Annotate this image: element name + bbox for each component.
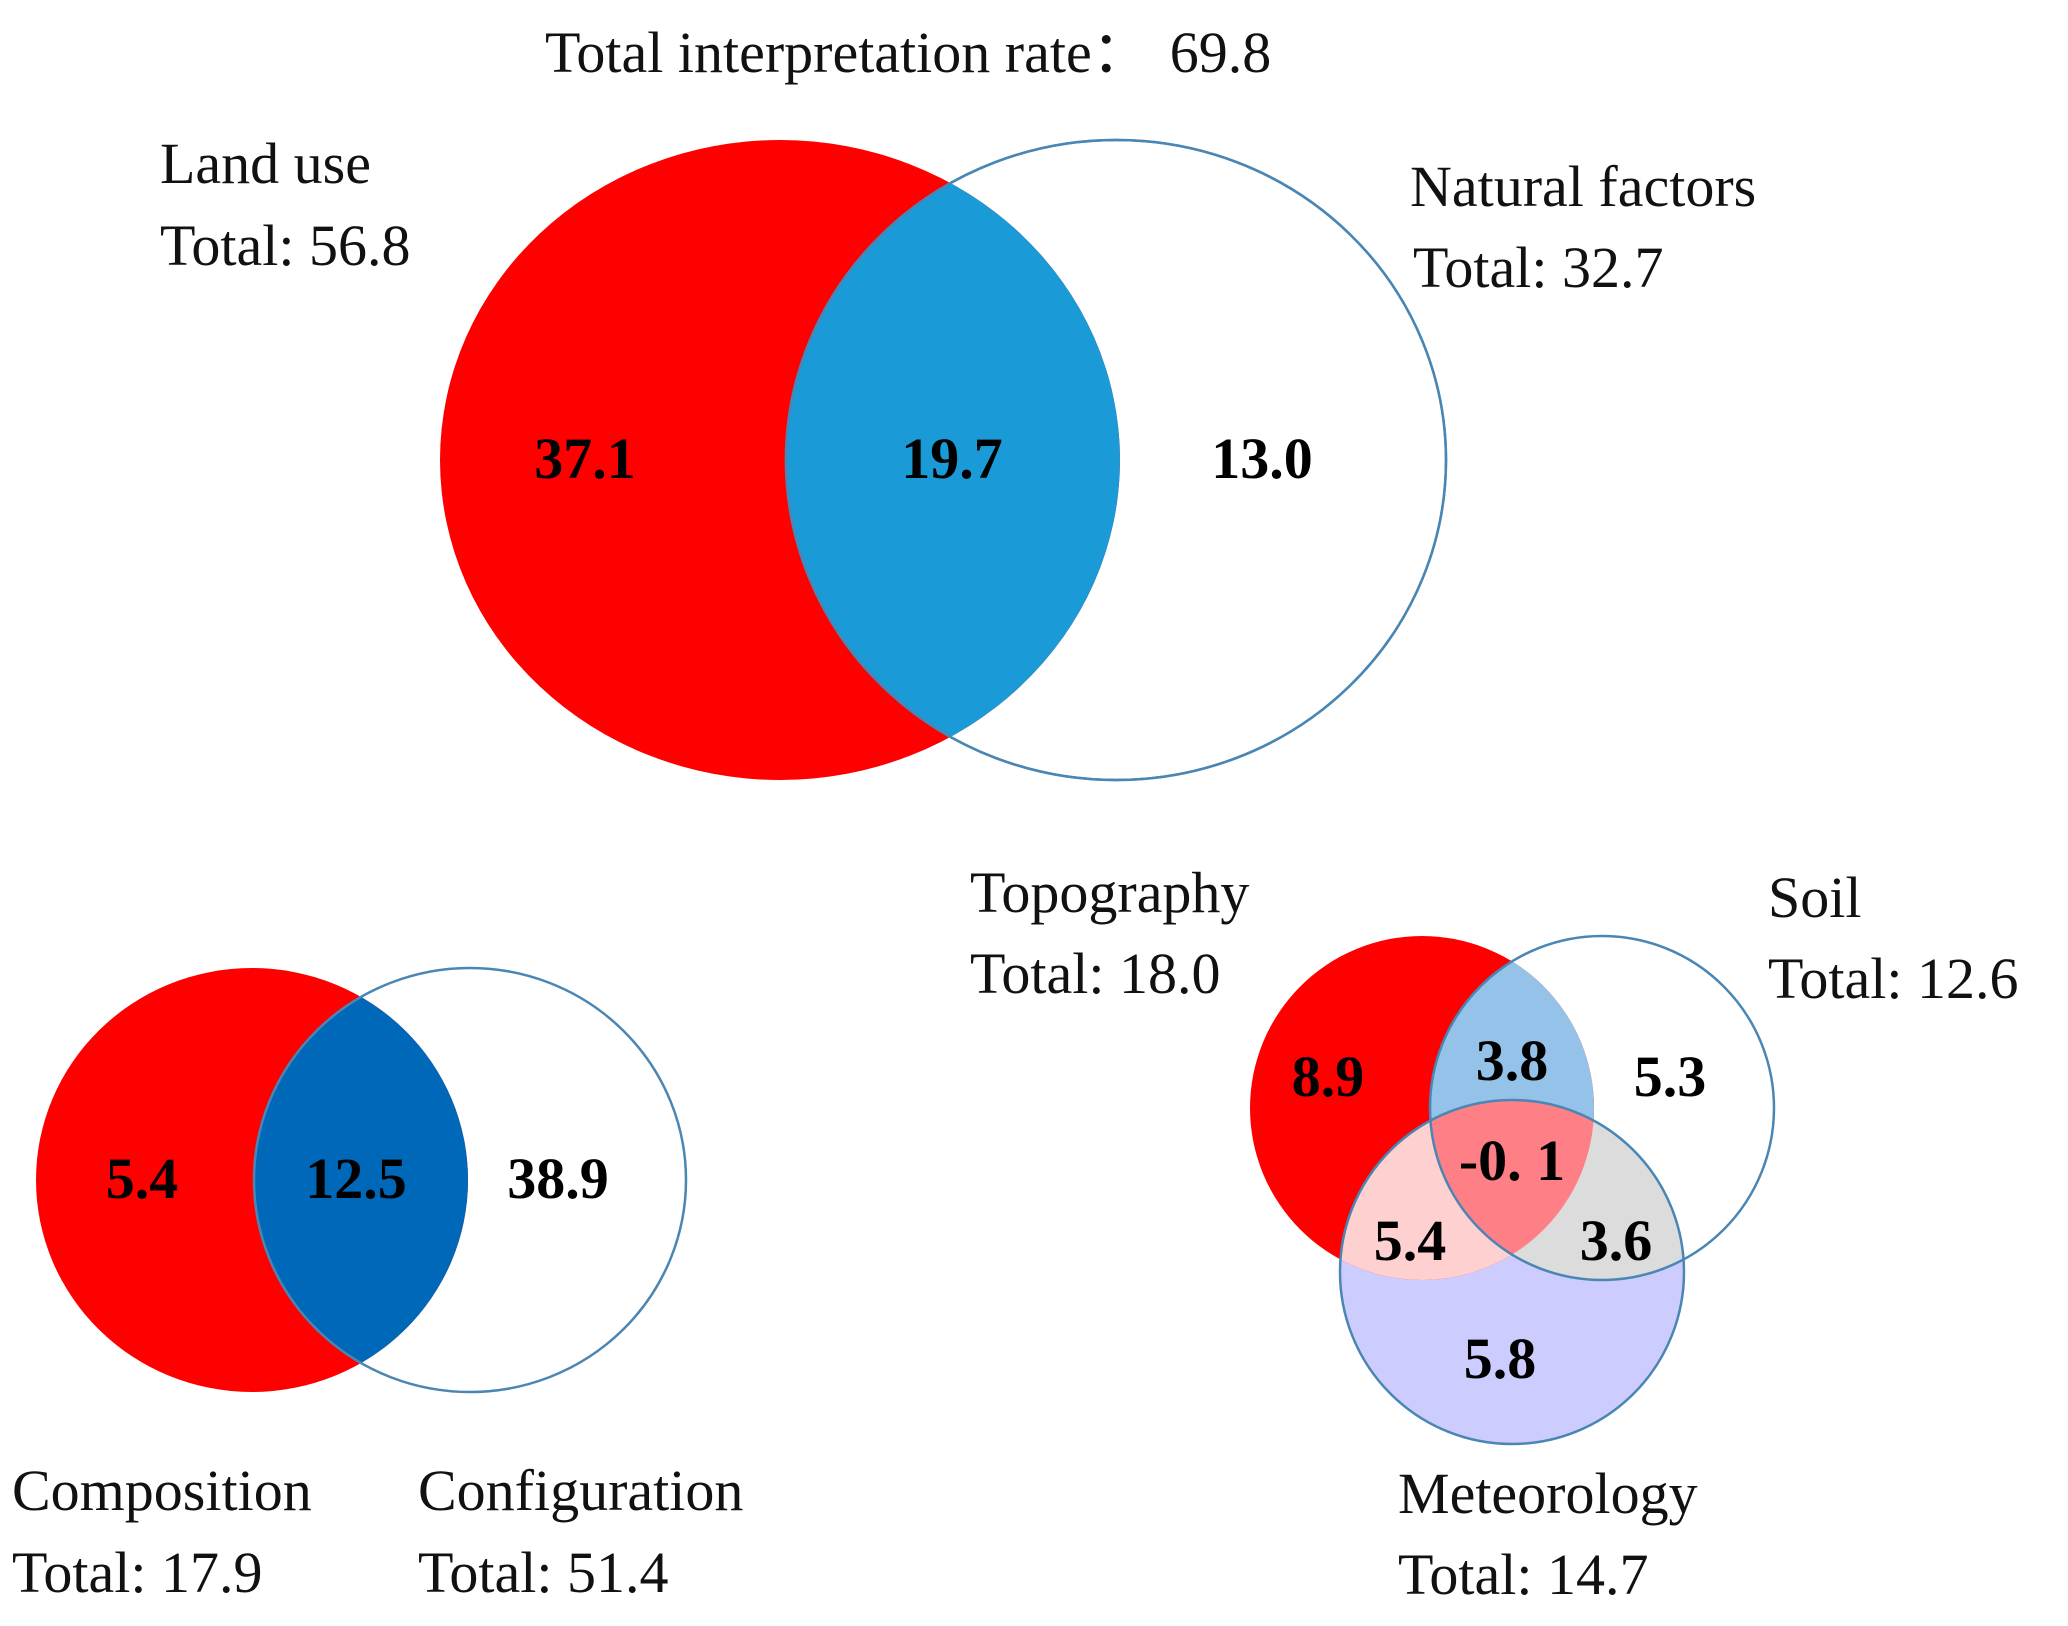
natural-factors-outline (784, 138, 1448, 782)
configuration-only-value: 38.9 (507, 1146, 609, 1211)
meteorology-total: Total: 14.7 (1398, 1542, 1648, 1607)
natural-factors-total: Total: 32.7 (1413, 235, 1663, 300)
configuration-label: Configuration (418, 1458, 743, 1523)
meteorology-label: Meteorology (1398, 1461, 1698, 1526)
soil-total: Total: 12.6 (1768, 946, 2018, 1011)
meteorology-outline (1338, 1098, 1686, 1446)
topography-total: Total: 18.0 (970, 941, 1220, 1006)
topography-label: Topography (970, 860, 1249, 925)
title-value: 69.8 (1170, 20, 1272, 85)
center-value: -0. 1 (1459, 1128, 1565, 1193)
composition-only-value: 5.4 (106, 1146, 179, 1211)
main-venn: 37.1 19.7 13.0 Land use Total: 56.8 Natu… (160, 131, 1756, 782)
configuration-total: Total: 51.4 (418, 1540, 668, 1605)
chart-title: Total interpretation rate： 69.8 (545, 20, 1271, 85)
land-use-overlap-value: 12.5 (305, 1146, 407, 1211)
configuration-circle (252, 966, 688, 1394)
main-overlap-value: 19.7 (901, 426, 1003, 491)
title-separator: ： (1092, 20, 1150, 85)
land-use-only-value: 37.1 (534, 426, 636, 491)
soil-circle (1428, 934, 1776, 1282)
natural-only-value: 13.0 (1211, 426, 1313, 491)
composition-total: Total: 17.9 (12, 1540, 262, 1605)
topo-met-value: 5.4 (1374, 1208, 1447, 1273)
soil-met-value: 3.6 (1580, 1208, 1653, 1273)
land-use-label: Land use (160, 131, 371, 196)
topography-only-value: 8.9 (1292, 1044, 1365, 1109)
natural-factors-label: Natural factors (1410, 154, 1756, 219)
composition-label: Composition (12, 1458, 312, 1523)
land-use-venn: 5.4 12.5 38.9 Composition Total: 17.9 Co… (12, 966, 743, 1605)
natural-factors-venn: 8.9 3.8 5.3 -0. 1 5.4 3.6 5.8 Topography… (970, 860, 2018, 1607)
soil-label: Soil (1768, 865, 1862, 930)
title-text: Total interpretation rate (545, 20, 1092, 85)
land-use-total: Total: 56.8 (160, 213, 410, 278)
topo-soil-value: 3.8 (1476, 1028, 1549, 1093)
main-overlap-region (786, 140, 1120, 780)
soil-only-value: 5.3 (1634, 1044, 1707, 1109)
configuration-overlap-region (254, 968, 468, 1392)
meteorology-only-value: 5.8 (1464, 1326, 1537, 1391)
